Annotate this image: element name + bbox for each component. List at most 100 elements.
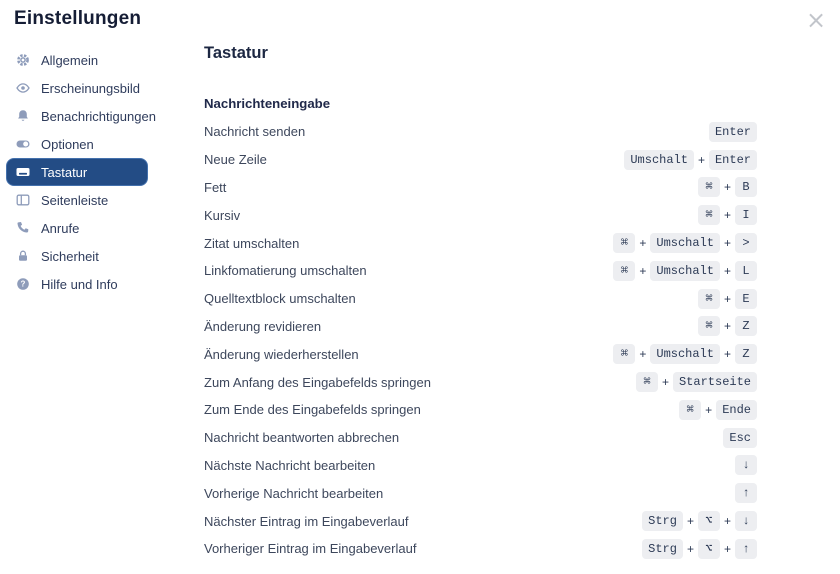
shortcut-label: Vorheriger Eintrag im Eingabeverlauf — [204, 541, 417, 557]
sidebar-icon — [16, 193, 30, 207]
question-icon: ? — [16, 277, 30, 291]
shortcut-keys: Strg + ⌥ + ↑ — [642, 538, 757, 559]
shortcut-label: Nachricht senden — [204, 124, 306, 140]
key-badge: Umschalt — [650, 344, 720, 365]
key-badge: Enter — [708, 121, 757, 142]
key-badge: ↓ — [735, 455, 757, 476]
shortcut-keys: ⌘ + Umschalt + Z — [613, 344, 757, 365]
group-heading: Nachrichteneingabe — [204, 96, 331, 111]
plus-separator: + — [661, 375, 669, 390]
shortcut-keys: ⌘ + Ende — [679, 399, 757, 420]
plus-separator: + — [686, 514, 694, 529]
plus-separator: + — [697, 152, 705, 167]
shortcut-row: Quelltextblock umschalten ⌘ + E — [204, 285, 757, 313]
sidebar-item-allgemein[interactable]: Allgemein — [6, 46, 148, 74]
plus-separator: + — [723, 208, 731, 223]
shortcut-label: Quelltextblock umschalten — [204, 291, 356, 307]
plus-separator: + — [639, 236, 647, 251]
shortcut-row: Nachricht senden Enter — [204, 118, 757, 146]
bell-icon — [16, 109, 30, 123]
shortcut-keys: Strg + ⌥ + ↓ — [642, 511, 757, 532]
plus-separator: + — [723, 347, 731, 362]
shortcut-keys: ⌘ + Z — [697, 316, 757, 337]
main-panel: Tastatur Nachrichteneingabe Nachricht se… — [204, 44, 757, 563]
key-badge: Strg — [642, 538, 683, 559]
shortcut-row: Nächste Nachricht bearbeiten ↓ — [204, 452, 757, 480]
plus-separator: + — [723, 180, 731, 195]
plus-separator: + — [686, 541, 694, 556]
key-badge: ⌘ — [697, 205, 720, 226]
plus-separator: + — [723, 236, 731, 251]
shortcut-label: Kursiv — [204, 207, 241, 223]
key-badge: ⌥ — [697, 538, 720, 559]
key-badge: Umschalt — [650, 260, 720, 281]
sidebar: Allgemein Erscheinungsbild Benachrichtigun… — [0, 46, 190, 298]
sidebar-item-label: Hilfe und Info — [41, 276, 118, 292]
shortcut-keys: ⌘ + B — [697, 177, 757, 198]
sidebar-item-label: Erscheinungsbild — [41, 80, 141, 96]
sidebar-item-tastatur[interactable]: Tastatur — [6, 158, 148, 186]
key-badge: Ende — [716, 399, 757, 420]
sidebar-item-erscheinungsbild[interactable]: Erscheinungsbild — [6, 74, 148, 102]
key-badge: L — [735, 260, 757, 281]
key-badge: I — [735, 205, 757, 226]
key-badge: ↑ — [735, 483, 757, 504]
shortcut-row: Zitat umschalten ⌘ + Umschalt + > — [204, 229, 757, 257]
key-badge: ⌘ — [613, 233, 636, 254]
shortcut-label: Linkfomatierung umschalten — [204, 263, 367, 279]
sidebar-item-label: Benachrichtigungen — [41, 108, 156, 124]
shortcut-keys: ⌘ + Startseite — [635, 372, 757, 393]
gear-icon — [16, 53, 30, 67]
key-badge: ⌘ — [697, 316, 720, 337]
key-badge: Z — [735, 344, 757, 365]
plus-separator: + — [723, 319, 731, 334]
key-badge: Startseite — [672, 372, 757, 393]
toggle-icon — [16, 137, 30, 151]
key-badge: Umschalt — [624, 149, 694, 170]
lock-icon — [16, 249, 30, 263]
shortcut-keys: ⌘ + E — [697, 288, 757, 309]
sidebar-item-hilfe-und-info[interactable]: ? Hilfe und Info — [6, 270, 148, 298]
shortcut-row: Linkfomatierung umschalten ⌘ + Umschalt + L — [204, 257, 757, 285]
plus-separator: + — [705, 402, 713, 417]
shortcut-row: Neue Zeile Umschalt + Enter — [204, 146, 757, 174]
shortcut-row: Fett ⌘ + B — [204, 174, 757, 202]
plus-separator: + — [723, 263, 731, 278]
eye-icon — [16, 81, 30, 95]
sidebar-item-benachrichtigungen[interactable]: Benachrichtigungen — [6, 102, 156, 130]
shortcut-keys: ↓ — [735, 455, 757, 476]
shortcut-label: Fett — [204, 179, 227, 195]
sidebar-item-optionen[interactable]: Optionen — [6, 130, 148, 158]
key-badge: ↓ — [735, 511, 757, 532]
sidebar-item-label: Tastatur — [41, 164, 88, 180]
shortcut-label: Nächster Eintrag im Eingabeverlauf — [204, 513, 409, 529]
key-badge: ⌘ — [697, 288, 720, 309]
shortcut-keys: ⌘ + Umschalt + L — [613, 260, 757, 281]
shortcut-row: Nachricht beantworten abbrechen Esc — [204, 424, 757, 452]
key-badge: Enter — [708, 149, 757, 170]
shortcut-row: Zum Anfang des Eingabefelds springen ⌘ + St… — [204, 368, 757, 396]
shortcut-keys: ⌘ + Umschalt + > — [613, 233, 757, 254]
plus-separator: + — [723, 541, 731, 556]
shortcut-row: Zum Ende des Eingabefelds springen ⌘ + Ende — [204, 396, 757, 424]
key-badge: ⌘ — [635, 372, 658, 393]
key-badge: ⌘ — [679, 399, 702, 420]
plus-separator: + — [639, 347, 647, 362]
sidebar-item-sicherheit[interactable]: Sicherheit — [6, 242, 148, 270]
shortcut-label: Neue Zeile — [204, 152, 267, 168]
shortcut-row: Nächster Eintrag im Eingabeverlauf Strg + ⌥… — [204, 507, 757, 535]
key-badge: B — [735, 177, 757, 198]
shortcut-row: Vorheriger Eintrag im Eingabeverlauf Strg… — [204, 535, 757, 563]
close-icon[interactable]: × — [802, 6, 830, 34]
plus-separator: + — [639, 263, 647, 278]
key-badge: ⌘ — [613, 344, 636, 365]
plus-separator: + — [723, 514, 731, 529]
key-badge: E — [735, 288, 757, 309]
sidebar-item-label: Allgemein — [41, 52, 99, 68]
sidebar-item-anrufe[interactable]: Anrufe — [6, 214, 148, 242]
key-badge: ⌥ — [697, 511, 720, 532]
shortcut-keys: Esc — [723, 427, 757, 448]
sidebar-item-seitenleiste[interactable]: Seitenleiste — [6, 186, 148, 214]
shortcut-label: Zum Anfang des Eingabefelds springen — [204, 374, 431, 390]
